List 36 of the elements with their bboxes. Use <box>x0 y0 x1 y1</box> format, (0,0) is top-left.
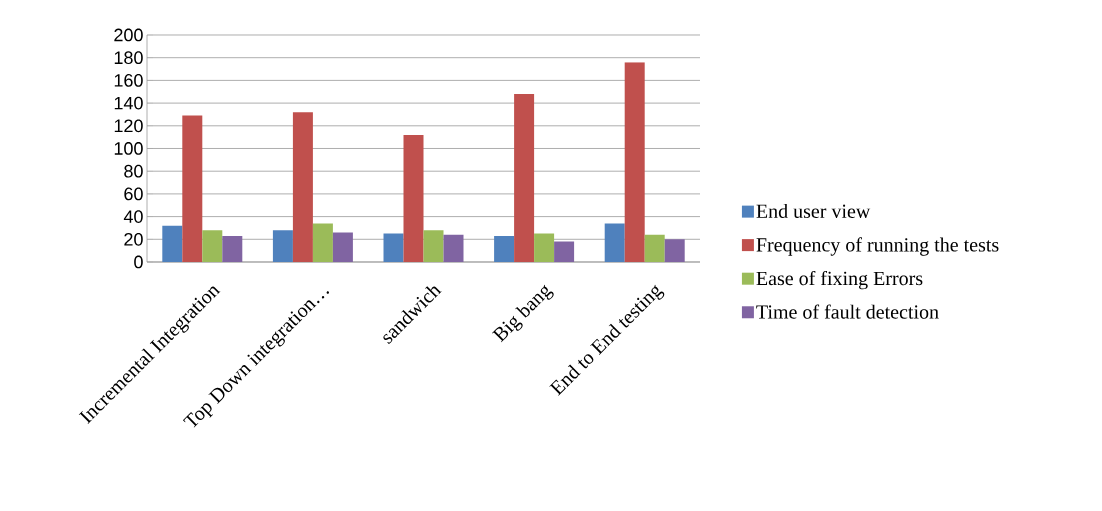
y-tick-label: 80 <box>124 164 143 178</box>
bar <box>624 62 645 262</box>
y-tick-label: 140 <box>114 96 143 110</box>
bar <box>403 134 424 262</box>
y-tick-label: 160 <box>114 74 143 87</box>
y-tick-label: 200 <box>114 28 143 42</box>
y-tick-label: 120 <box>114 119 143 133</box>
bar <box>332 232 353 262</box>
y-tick-label: 180 <box>114 51 143 65</box>
bar <box>443 234 464 262</box>
bar <box>534 233 555 262</box>
legend-label: Ease of fixing Errors <box>756 270 923 290</box>
bar <box>292 112 313 262</box>
legend-label: End user view <box>756 203 871 218</box>
bar <box>664 239 685 262</box>
bar <box>554 241 575 262</box>
bar <box>272 230 293 262</box>
y-tick-label: 100 <box>114 142 143 155</box>
bar <box>494 235 515 262</box>
bar <box>604 223 625 262</box>
y-tick-label: 40 <box>123 210 143 223</box>
legend-label: Frequency of running the tests <box>756 237 999 256</box>
bar <box>162 225 183 262</box>
y-tick-label: 20 <box>124 232 143 246</box>
bar <box>423 230 444 262</box>
bar <box>514 94 535 262</box>
legend-label: Time of fault detection <box>756 304 939 319</box>
bar <box>182 115 203 262</box>
bar <box>202 230 223 262</box>
y-tick-label: 0 <box>134 255 143 269</box>
bar <box>222 235 243 262</box>
bar <box>383 233 404 262</box>
x-tick-label: Big bang <box>492 284 554 343</box>
bar <box>312 223 333 262</box>
y-tick-label: 60 <box>124 187 143 201</box>
bar <box>644 234 665 262</box>
